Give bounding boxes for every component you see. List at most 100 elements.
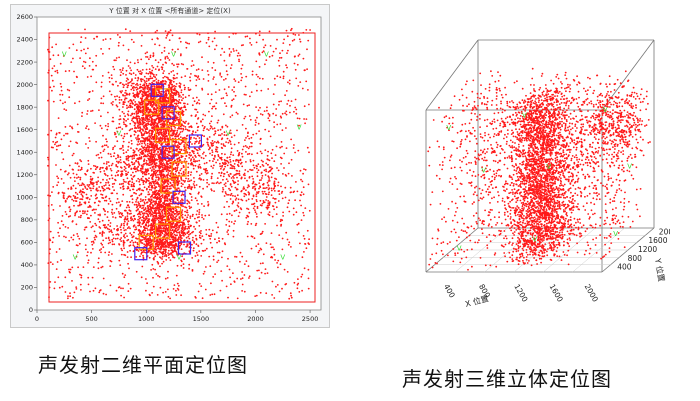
event-point [136,197,139,200]
event-point [122,185,125,188]
event-point [295,254,298,257]
event-point [100,266,103,269]
event-point [167,195,170,197]
event-point [69,140,72,143]
event-point [132,120,135,123]
event-point [187,87,190,89]
event-point [197,203,199,205]
event-point [163,219,165,221]
event-point [250,223,253,225]
event-point [152,276,154,279]
event-point [142,183,145,186]
event-point [151,132,154,135]
event-point [126,227,129,230]
event-point [115,59,117,62]
event-point [181,213,184,216]
event-point [188,42,191,45]
event-point [155,118,157,121]
event-point [155,78,158,80]
event-point [145,84,148,87]
event-point [164,231,167,234]
event-point [108,239,111,242]
event-point [177,221,180,224]
event-point [136,96,139,98]
event-point [154,31,157,34]
event-point [99,124,102,127]
event-point [108,47,111,50]
event-point [156,106,159,108]
event-point [279,263,282,266]
event-point [187,178,190,180]
event-point [165,103,168,105]
event-point [185,177,187,180]
event-point [72,43,75,46]
event-point [118,118,121,121]
event-point [121,200,124,203]
event-point [94,287,97,290]
event-point [163,125,166,128]
event-point [176,164,178,167]
event-point [242,103,245,106]
event-point [174,108,177,111]
event-point [233,90,235,93]
event-point [124,115,126,118]
event-point [250,141,253,144]
event-point [161,196,164,199]
event-point [170,198,173,201]
event-point [162,151,165,154]
event-point [248,104,251,106]
event-point [180,248,183,251]
event-point [157,274,159,277]
event-point [179,85,182,87]
event-point [172,116,174,119]
event-point [183,102,185,105]
event-point [187,166,190,169]
event-point [274,154,277,157]
event-point [160,97,162,99]
event-point [125,83,127,86]
event-point [269,243,272,246]
event-point [104,124,107,127]
event-point [301,289,303,292]
event-point [164,56,167,59]
event-point [172,172,175,175]
event-point [170,83,173,86]
event-point [142,84,144,87]
event-point [179,83,182,85]
event-point [296,223,299,226]
event-point [273,248,275,251]
event-point [90,75,92,78]
event-point [149,72,152,74]
event-point [141,86,144,89]
event-point [59,82,62,85]
event-point [60,259,62,262]
event-point [177,63,180,66]
event-point [232,48,235,50]
event-point [248,277,250,279]
event-point [169,165,171,167]
event-point [129,128,132,131]
event-point [256,152,259,155]
event-point [206,70,209,72]
event-point [100,248,103,250]
event-point [95,54,98,57]
event-point [102,292,105,295]
event-point [109,259,112,262]
event-point [172,76,175,79]
event-point [62,158,65,161]
event-point [168,148,171,151]
event-point [156,192,159,194]
event-point [83,67,86,70]
event-point [173,194,176,197]
event-point [258,130,260,132]
event-point [279,146,281,149]
event-point [179,54,182,57]
event-point [233,280,236,283]
event-point [130,38,133,41]
event-point [87,259,90,262]
event-point [115,104,118,107]
event-point [180,179,183,181]
event-point [87,262,89,264]
event-point [154,114,157,117]
event-point [237,52,240,55]
